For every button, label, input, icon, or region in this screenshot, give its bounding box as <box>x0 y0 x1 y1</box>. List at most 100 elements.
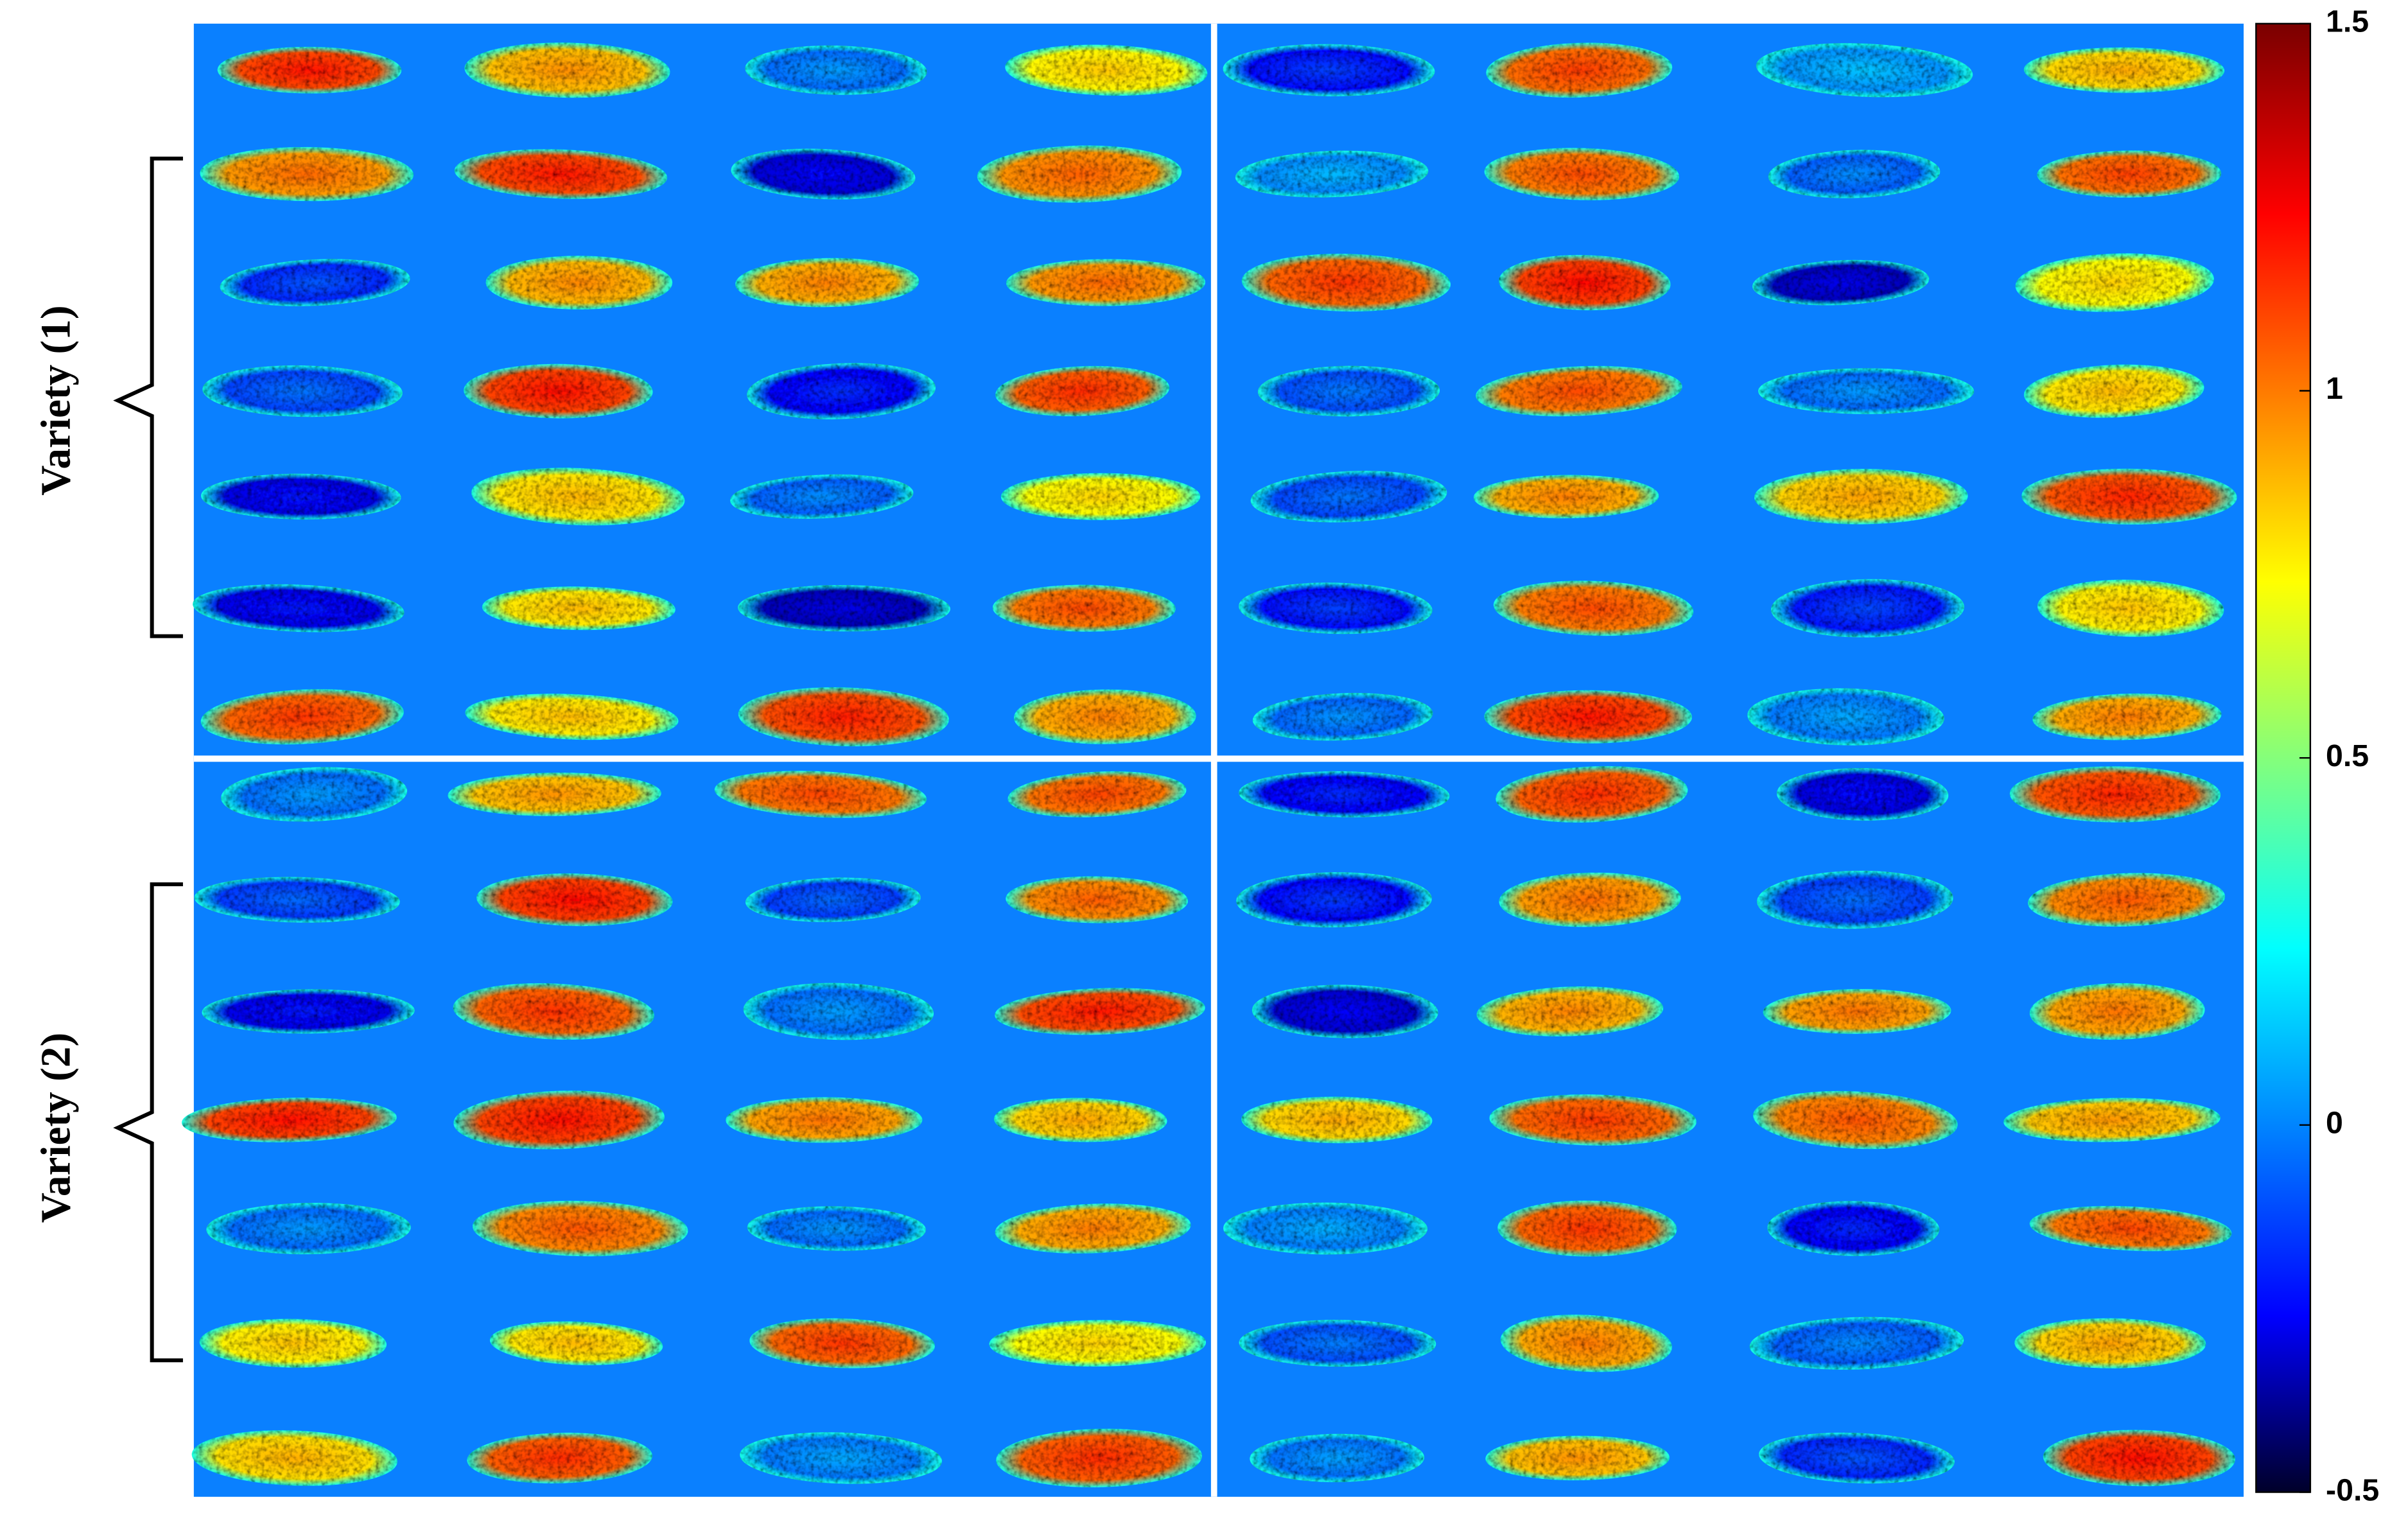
seed <box>743 983 934 1040</box>
seed <box>996 1428 1202 1488</box>
seed <box>1497 1200 1677 1257</box>
seed <box>2029 983 2205 1040</box>
seed <box>749 1318 935 1369</box>
seed <box>2037 150 2222 198</box>
seed <box>2021 468 2237 525</box>
seed <box>489 1321 663 1365</box>
seed <box>1500 1315 1672 1372</box>
seed <box>2028 873 2226 927</box>
seed <box>2032 693 2222 740</box>
seed <box>220 259 410 306</box>
seed <box>1758 368 1975 414</box>
seed <box>745 45 927 95</box>
seed <box>182 1098 397 1142</box>
seed <box>1257 365 1440 417</box>
seed <box>1753 1090 1958 1150</box>
seed <box>747 1206 926 1251</box>
seed <box>202 365 403 417</box>
seed <box>745 877 921 922</box>
seed <box>1485 1435 1670 1481</box>
seed <box>989 1320 1207 1367</box>
seed <box>1749 1316 1964 1370</box>
seed <box>738 687 949 747</box>
seed <box>1005 44 1208 96</box>
seed <box>1493 581 1694 636</box>
seed <box>448 773 661 816</box>
seed <box>1250 471 1447 523</box>
seed <box>1771 579 1964 638</box>
seed <box>738 585 950 632</box>
seed <box>995 988 1205 1035</box>
seed <box>1239 1320 1436 1367</box>
seed <box>1000 473 1201 520</box>
seed <box>740 1432 942 1484</box>
seed <box>1476 365 1682 417</box>
seed <box>1499 872 1681 927</box>
tick-label: -0.5 <box>2326 1473 2379 1507</box>
seed <box>2043 1430 2235 1487</box>
seed <box>1759 1432 1955 1483</box>
seed <box>1223 44 1435 96</box>
seed <box>485 256 673 310</box>
seed <box>453 983 654 1040</box>
seed <box>1241 254 1451 312</box>
seed <box>2037 579 2224 637</box>
tick-label: 1 <box>2326 371 2343 406</box>
seed <box>217 46 402 94</box>
seed <box>2014 1318 2206 1369</box>
seed <box>467 1432 652 1483</box>
seed <box>977 145 1182 203</box>
seed <box>200 146 414 202</box>
seed <box>1250 1433 1425 1482</box>
seed <box>1763 989 1951 1034</box>
seed <box>191 1430 397 1486</box>
seed <box>2029 1205 2232 1252</box>
seed <box>453 1090 665 1150</box>
bracket <box>113 882 183 1363</box>
seed <box>1239 582 1433 634</box>
seed <box>1252 984 1438 1038</box>
tick-label: 0 <box>2326 1106 2343 1141</box>
seed <box>726 1097 923 1143</box>
seed <box>1223 1202 1428 1255</box>
seed <box>206 1203 411 1255</box>
seed <box>731 148 916 200</box>
group-label: Variety (1) <box>33 305 80 495</box>
seed <box>730 474 914 519</box>
tick-label: 1.5 <box>2326 4 2369 39</box>
seed <box>464 42 670 98</box>
seed <box>454 149 668 199</box>
seed <box>1486 42 1673 98</box>
seed <box>747 363 936 419</box>
group-label: Variety (2) <box>33 1033 80 1223</box>
seed <box>1768 150 1941 198</box>
seed <box>735 258 920 308</box>
seed <box>221 767 408 822</box>
tick-label: 0.5 <box>2326 739 2369 773</box>
seed <box>1473 475 1659 519</box>
seed <box>1767 1201 1940 1256</box>
seed <box>482 586 676 631</box>
seed <box>2009 766 2221 823</box>
seed <box>1241 1096 1433 1144</box>
seed <box>992 584 1176 632</box>
seed <box>1776 768 1949 821</box>
seed-grid <box>182 42 2237 1488</box>
seed <box>1757 870 1953 929</box>
seed <box>2023 47 2225 93</box>
seed <box>1484 690 1692 744</box>
seed <box>1252 693 1433 741</box>
seed <box>200 689 404 745</box>
seed <box>201 473 401 520</box>
seed <box>1235 150 1429 198</box>
seed <box>1756 43 1973 98</box>
bracket <box>113 156 183 638</box>
seed <box>1008 771 1187 818</box>
seed <box>995 1203 1191 1254</box>
seed <box>193 584 405 633</box>
seed <box>465 694 679 740</box>
seed <box>1006 259 1206 306</box>
seed <box>1236 872 1432 928</box>
